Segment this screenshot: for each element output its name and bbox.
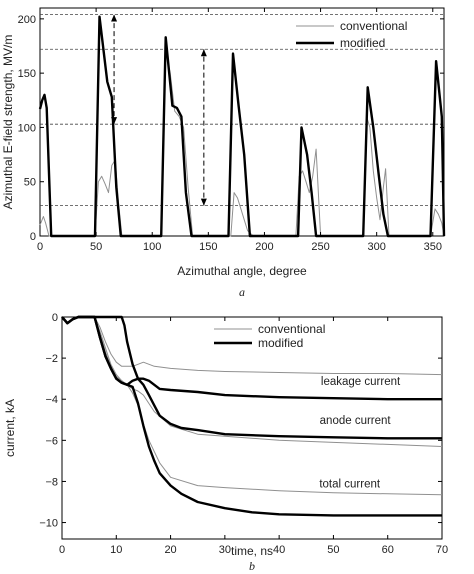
x-axis-label-b: time, ns (231, 544, 273, 558)
annotation-leakage-current: leakage current (321, 376, 401, 388)
x-tick-label: 70 (436, 544, 448, 556)
y-tick-label: −8 (45, 476, 58, 488)
y-tick-label: −6 (45, 435, 58, 447)
panel-label-b: b (249, 559, 255, 573)
arrow-head-top (111, 14, 118, 22)
legend-a: conventional modified (296, 19, 407, 50)
annotation-total-current: total current (319, 479, 381, 491)
x-tick-label: 300 (367, 241, 385, 253)
series-line-conventional-leakage (61, 316, 443, 376)
legend-b: conventional modified (214, 322, 325, 350)
series-group-b (61, 315, 443, 517)
y-tick-label: 50 (24, 177, 36, 189)
y-tick-label: −2 (45, 353, 58, 365)
y-tick-labels-b: 0 −2 −4 −6 −8 −10 (39, 312, 442, 530)
x-tick-label: 40 (273, 544, 285, 556)
x-tick-label: 0 (37, 241, 43, 253)
x-tick-labels-b: 0 10 20 30 40 50 60 70 (59, 317, 448, 556)
curve-annotations: leakage current anode current total curren… (319, 376, 401, 491)
y-axis-label-b: current, kA (3, 399, 17, 457)
y-tick-label: 100 (18, 122, 36, 134)
x-tick-label: 50 (327, 544, 339, 556)
arrow-head-bottom (200, 198, 207, 206)
arrow-head-top (200, 49, 207, 57)
series-group-a (38, 15, 446, 238)
chart-panel-a: 0 50 100 150 200 250 300 350 0 50 100 150 200 conve… (1, 7, 446, 299)
x-tick-label: 20 (164, 544, 176, 556)
legend-label-modified: modified (340, 36, 385, 50)
x-tick-label: 200 (255, 241, 273, 253)
x-tick-label: 100 (143, 241, 161, 253)
chart-panel-b: 0 10 20 30 40 50 60 70 0 −2 −4 −6 −8 −10 conventiona… (3, 312, 448, 573)
series-line-modified-total (61, 315, 442, 517)
y-tick-label: −4 (45, 394, 58, 406)
y-axis-label-a: Azimuthal E-field strength, MV/m (1, 35, 15, 210)
x-tick-label: 10 (110, 544, 122, 556)
plot-frame-a (39, 7, 445, 237)
y-tick-label: 0 (30, 231, 36, 243)
y-tick-label: −10 (39, 518, 58, 530)
x-tick-label: 0 (59, 544, 65, 556)
x-tick-label: 60 (382, 544, 394, 556)
y-tick-label: 200 (18, 14, 36, 26)
series-line-conventional (39, 50, 445, 237)
plot-frame-b (61, 316, 443, 540)
panel-label-a: a (239, 285, 245, 299)
x-tick-labels-a: 0 50 100 150 200 250 300 350 (37, 8, 442, 253)
x-tick-label: 150 (199, 241, 217, 253)
legend-label-conventional-b: conventional (258, 322, 325, 336)
x-tick-label: 350 (424, 241, 442, 253)
y-tick-labels-a: 0 50 100 150 200 (18, 14, 444, 243)
x-tick-label: 50 (90, 241, 102, 253)
annotation-anode-current: anode current (320, 415, 392, 427)
legend-label-conventional: conventional (340, 19, 407, 33)
range-arrows (111, 14, 207, 206)
x-axis-label-a: Azimuthal angle, degree (177, 264, 307, 278)
series-line-modified (38, 15, 446, 238)
x-tick-label: 30 (219, 544, 231, 556)
dashed-reference-lines (40, 14, 444, 207)
legend-label-modified-b: modified (258, 336, 303, 350)
x-tick-label: 250 (311, 241, 329, 253)
y-tick-label: 0 (52, 312, 58, 324)
y-tick-label: 150 (18, 68, 36, 80)
